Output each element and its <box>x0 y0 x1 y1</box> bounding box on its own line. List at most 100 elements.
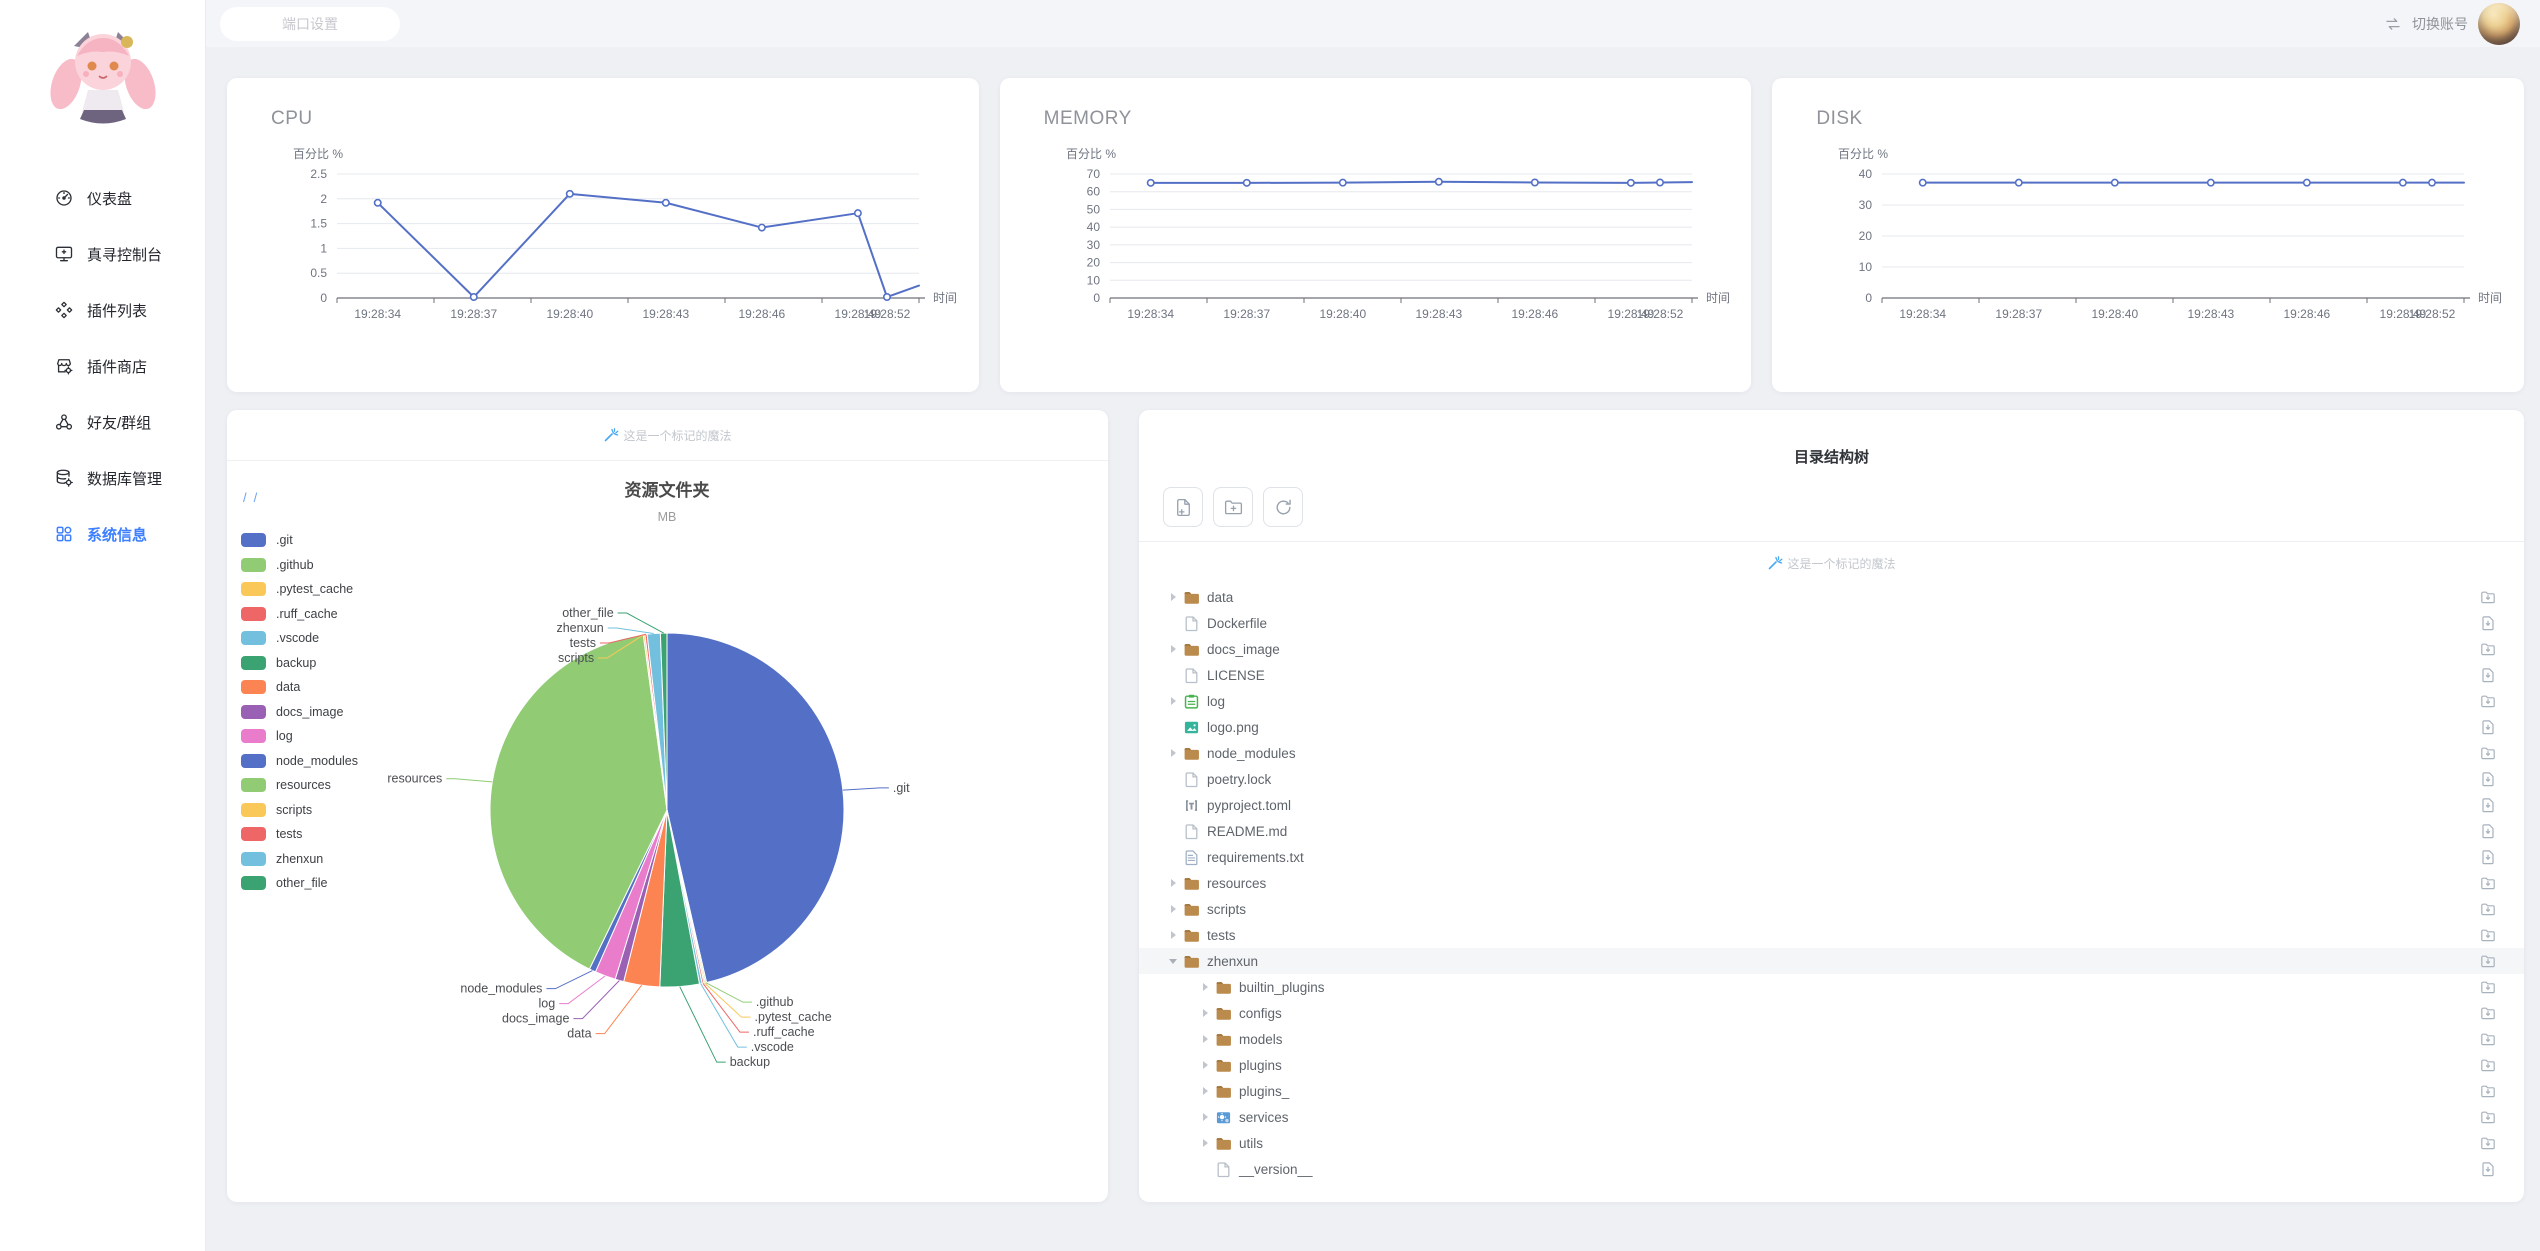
legend-item-node_modules[interactable]: node_modules <box>241 749 358 774</box>
pie-slice-.vscode[interactable] <box>666 809 703 985</box>
tree-row-models[interactable]: models <box>1139 1026 2524 1052</box>
expand-arrow-icon[interactable] <box>1197 983 1213 991</box>
tree-row-utils[interactable]: utils <box>1139 1130 2524 1156</box>
download-icon[interactable] <box>2480 719 2496 735</box>
tree-row-resources[interactable]: resources <box>1139 870 2524 896</box>
tree-row-__version__[interactable]: __version__ <box>1139 1156 2524 1182</box>
download-icon[interactable] <box>2480 849 2496 865</box>
pie-slice-node_modules[interactable] <box>588 809 668 973</box>
download-icon[interactable] <box>2480 797 2496 813</box>
sidebar-item-system[interactable]: 系统信息 <box>0 506 205 562</box>
sidebar-item-console[interactable]: 真寻控制台 <box>0 226 205 282</box>
legend-item-resources[interactable]: resources <box>241 773 358 798</box>
pie-slice-.pytest_cache[interactable] <box>666 809 706 984</box>
download-icon[interactable] <box>2480 1109 2496 1125</box>
tree-row-log[interactable]: log <box>1139 688 2524 714</box>
legend-item-.vscode[interactable]: .vscode <box>241 626 358 651</box>
tree-row-poetry.lock[interactable]: poetry.lock <box>1139 766 2524 792</box>
pie-slice-backup[interactable] <box>659 809 701 988</box>
tree-row-requirements.txt[interactable]: requirements.txt <box>1139 844 2524 870</box>
sidebar-item-friends[interactable]: 好友/群组 <box>0 394 205 450</box>
legend-item-.pytest_cache[interactable]: .pytest_cache <box>241 577 358 602</box>
legend-item-log[interactable]: log <box>241 724 358 749</box>
legend-item-.github[interactable]: .github <box>241 553 358 578</box>
expand-arrow-icon[interactable] <box>1197 1035 1213 1043</box>
download-icon[interactable] <box>2480 745 2496 761</box>
pie-slice-log[interactable] <box>594 809 668 980</box>
expand-arrow-icon[interactable] <box>1165 879 1181 887</box>
download-icon[interactable] <box>2480 1083 2496 1099</box>
user-avatar[interactable] <box>2478 2 2520 45</box>
tree-row-tests[interactable]: tests <box>1139 922 2524 948</box>
download-icon[interactable] <box>2480 901 2496 917</box>
download-icon[interactable] <box>2480 1005 2496 1021</box>
tree-row-data[interactable]: data <box>1139 584 2524 610</box>
download-icon[interactable] <box>2480 823 2496 839</box>
expand-arrow-icon[interactable] <box>1197 1087 1213 1095</box>
sidebar-item-dashboard[interactable]: 仪表盘 <box>0 170 205 226</box>
download-icon[interactable] <box>2480 875 2496 891</box>
legend-item-zhenxun[interactable]: zhenxun <box>241 847 358 872</box>
refresh-button[interactable] <box>1263 487 1303 527</box>
legend-item-tests[interactable]: tests <box>241 822 358 847</box>
tree-row-Dockerfile[interactable]: Dockerfile <box>1139 610 2524 636</box>
tree-row-configs[interactable]: configs <box>1139 1000 2524 1026</box>
download-icon[interactable] <box>2480 589 2496 605</box>
pie-slice-other_file[interactable] <box>659 632 668 811</box>
legend-item-docs_image[interactable]: docs_image <box>241 700 358 725</box>
breadcrumb-segment[interactable]: / <box>243 490 247 505</box>
legend-item-.git[interactable]: .git <box>241 528 358 553</box>
pie-slice-.ruff_cache[interactable] <box>666 809 705 985</box>
pie-slice-.git[interactable] <box>666 632 845 984</box>
pie-slice-zhenxun[interactable] <box>646 632 668 811</box>
sidebar-item-database[interactable]: 数据库管理 <box>0 450 205 506</box>
pie-slice-resources[interactable] <box>489 634 668 970</box>
new-folder-button[interactable] <box>1213 487 1253 527</box>
legend-item-backup[interactable]: backup <box>241 651 358 676</box>
expand-arrow-icon[interactable] <box>1165 749 1181 757</box>
download-icon[interactable] <box>2480 1057 2496 1073</box>
tree-row-logo.png[interactable]: logo.png <box>1139 714 2524 740</box>
breadcrumb-segment[interactable]: / <box>253 490 258 505</box>
sidebar-item-store[interactable]: 插件商店 <box>0 338 205 394</box>
tree-row-builtin_plugins[interactable]: builtin_plugins <box>1139 974 2524 1000</box>
pie-slice-data[interactable] <box>623 809 668 988</box>
expand-arrow-icon[interactable] <box>1165 697 1181 705</box>
expand-arrow-icon[interactable] <box>1197 1009 1213 1017</box>
download-icon[interactable] <box>2480 641 2496 657</box>
legend-item-other_file[interactable]: other_file <box>241 871 358 896</box>
expand-arrow-icon[interactable] <box>1197 1061 1213 1069</box>
tree-row-docs_image[interactable]: docs_image <box>1139 636 2524 662</box>
expand-arrow-icon[interactable] <box>1197 1113 1213 1121</box>
expand-arrow-icon[interactable] <box>1197 1139 1213 1147</box>
tree-row-services[interactable]: services <box>1139 1104 2524 1130</box>
legend-item-.ruff_cache[interactable]: .ruff_cache <box>241 602 358 627</box>
expand-arrow-icon[interactable] <box>1165 905 1181 913</box>
download-icon[interactable] <box>2480 1031 2496 1047</box>
download-icon[interactable] <box>2480 979 2496 995</box>
download-icon[interactable] <box>2480 1135 2496 1151</box>
legend-item-scripts[interactable]: scripts <box>241 798 358 823</box>
tree-row-node_modules[interactable]: node_modules <box>1139 740 2524 766</box>
switch-account-label[interactable]: 切换账号 <box>2412 15 2468 32</box>
sidebar-item-plugins[interactable]: 插件列表 <box>0 282 205 338</box>
tree-row-LICENSE[interactable]: LICENSE <box>1139 662 2524 688</box>
expand-arrow-icon[interactable] <box>1165 593 1181 601</box>
download-icon[interactable] <box>2480 615 2496 631</box>
download-icon[interactable] <box>2480 1161 2496 1177</box>
download-icon[interactable] <box>2480 667 2496 683</box>
tree-row-plugins[interactable]: plugins <box>1139 1052 2524 1078</box>
pie-slice-tests[interactable] <box>644 633 668 811</box>
tree-row-zhenxun[interactable]: zhenxun <box>1139 948 2524 974</box>
expand-arrow-icon[interactable] <box>1165 645 1181 653</box>
download-icon[interactable] <box>2480 693 2496 709</box>
download-icon[interactable] <box>2480 953 2496 969</box>
new-file-button[interactable] <box>1163 487 1203 527</box>
expand-arrow-icon[interactable] <box>1165 958 1181 964</box>
pie-slice-docs_image[interactable] <box>614 809 668 983</box>
legend-item-data[interactable]: data <box>241 675 358 700</box>
pie-slice-.github[interactable] <box>666 809 708 984</box>
tree-row-plugins_[interactable]: plugins_ <box>1139 1078 2524 1104</box>
port-settings-button[interactable]: 端口设置 <box>220 6 400 41</box>
expand-arrow-icon[interactable] <box>1165 931 1181 939</box>
